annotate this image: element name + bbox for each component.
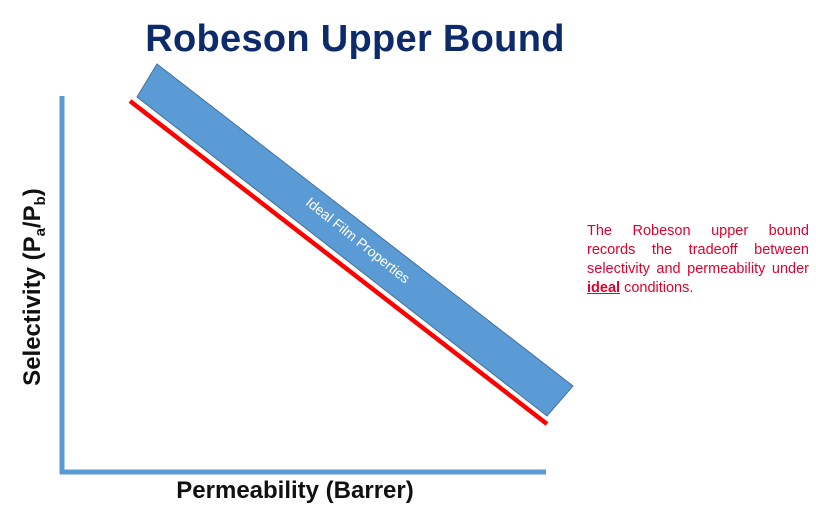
y-label-sub-b: b <box>32 196 49 206</box>
note-text-before: The Robeson upper bound records the trad… <box>587 223 809 277</box>
page-title: Robeson Upper Bound <box>145 18 565 60</box>
y-label-sub-a: a <box>32 228 49 237</box>
y-label-suffix: ) <box>19 188 46 197</box>
y-axis-label: Selectivity (Pa/Pb) <box>16 137 50 437</box>
band-label: Ideal Film Properties <box>303 194 413 287</box>
explanation-note: The Robeson upper bound records the trad… <box>587 222 809 298</box>
ideal-film-band <box>136 63 574 417</box>
note-text-after: conditions. <box>620 280 694 296</box>
upper-bound-line <box>128 99 549 426</box>
y-label-mid: /P <box>19 205 46 229</box>
y-label-prefix: Selectivity (P <box>19 236 46 386</box>
x-axis-label: Permeability (Barrer) <box>176 477 414 504</box>
note-emphasis: ideal <box>587 280 621 296</box>
